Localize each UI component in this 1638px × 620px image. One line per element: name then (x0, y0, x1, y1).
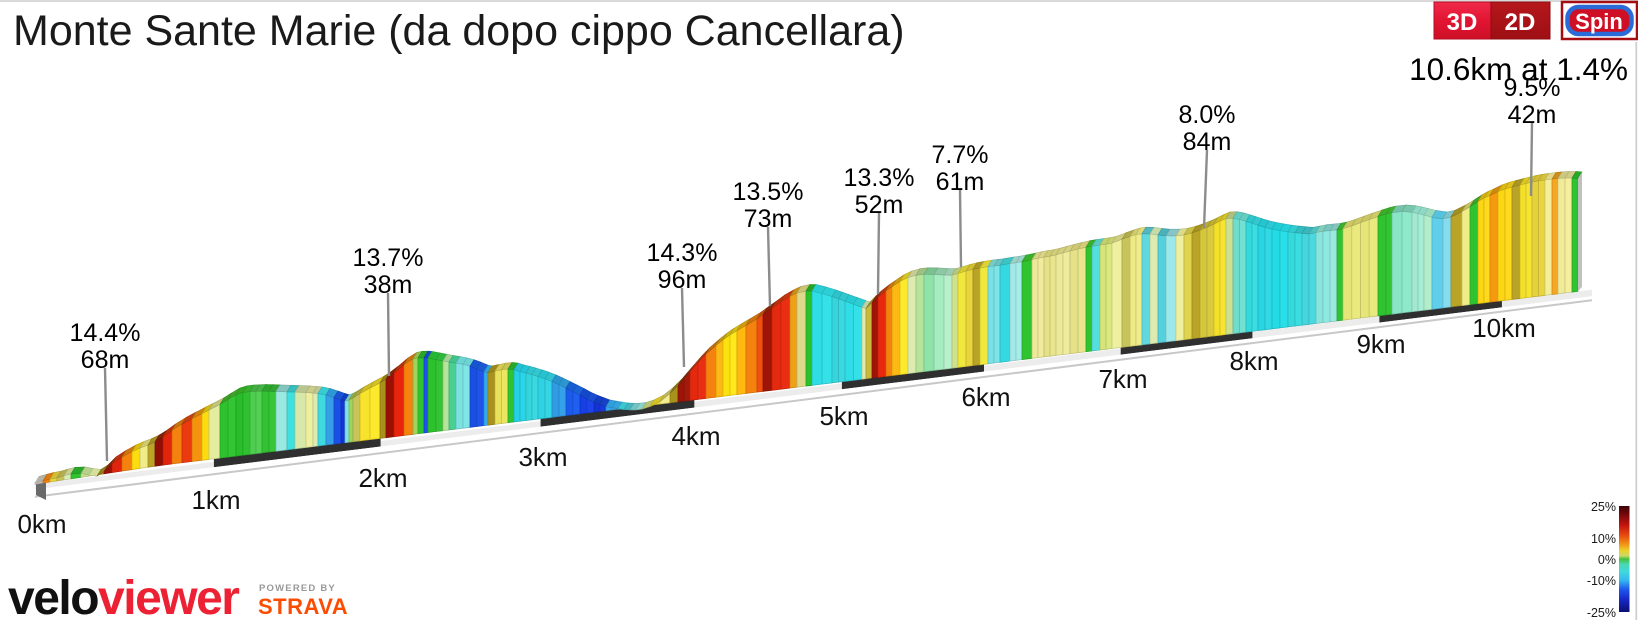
svg-text:25%: 25% (1591, 500, 1616, 514)
svg-text:4km: 4km (671, 421, 720, 451)
svg-text:42m: 42m (1508, 101, 1557, 129)
svg-text:0km: 0km (17, 509, 66, 539)
svg-text:96m: 96m (658, 266, 707, 294)
svg-text:68m: 68m (81, 346, 130, 374)
svg-text:84m: 84m (1183, 128, 1232, 156)
svg-text:10.6km at 1.4%: 10.6km at 1.4% (1409, 51, 1628, 87)
svg-text:STRAVA: STRAVA (258, 594, 348, 619)
svg-text:8.0%: 8.0% (1179, 101, 1236, 129)
svg-text:52m: 52m (855, 191, 904, 219)
svg-text:Monte Sante Marie (da dopo cip: Monte Sante Marie (da dopo cippo Cancell… (13, 7, 905, 55)
svg-text:73m: 73m (744, 205, 793, 233)
svg-text:veloviewer: veloviewer (8, 572, 239, 620)
svg-text:3km: 3km (518, 442, 567, 472)
svg-text:Spin: Spin (1575, 9, 1623, 34)
svg-text:13.3%: 13.3% (844, 164, 915, 192)
svg-text:POWERED BY: POWERED BY (259, 583, 336, 594)
svg-text:2km: 2km (358, 463, 407, 493)
svg-text:6km: 6km (961, 382, 1010, 412)
svg-text:7.7%: 7.7% (932, 141, 989, 169)
svg-text:13.7%: 13.7% (353, 244, 424, 272)
svg-text:10%: 10% (1591, 532, 1616, 546)
svg-text:5km: 5km (819, 401, 868, 431)
svg-text:38m: 38m (364, 271, 413, 299)
svg-text:1km: 1km (191, 485, 240, 515)
svg-text:14.3%: 14.3% (647, 239, 718, 267)
svg-text:61m: 61m (936, 168, 985, 196)
svg-text:3D: 3D (1447, 9, 1478, 36)
svg-text:9.5%: 9.5% (1504, 74, 1561, 102)
svg-text:10km: 10km (1472, 313, 1536, 343)
svg-text:9km: 9km (1356, 329, 1405, 359)
svg-text:0%: 0% (1598, 553, 1616, 567)
svg-text:-10%: -10% (1587, 574, 1616, 588)
svg-text:8km: 8km (1229, 346, 1278, 376)
svg-text:-25%: -25% (1587, 606, 1616, 620)
svg-text:7km: 7km (1098, 364, 1147, 394)
svg-text:13.5%: 13.5% (733, 178, 804, 206)
svg-text:14.4%: 14.4% (70, 319, 141, 347)
svg-text:2D: 2D (1505, 9, 1536, 36)
